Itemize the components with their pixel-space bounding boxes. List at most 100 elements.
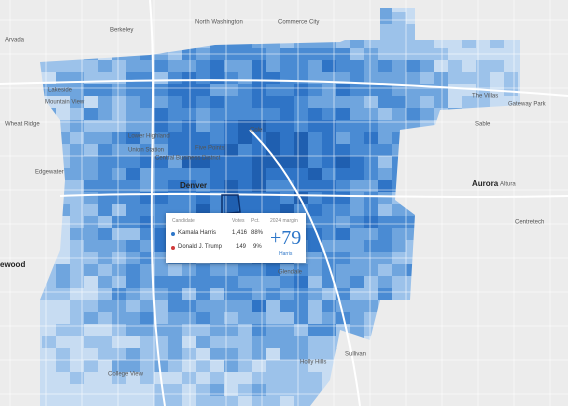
precinct xyxy=(168,372,182,384)
precinct xyxy=(0,12,14,24)
precinct xyxy=(294,8,308,12)
precinct xyxy=(40,228,42,240)
precinct xyxy=(322,288,336,300)
precinct xyxy=(392,300,406,312)
precinct xyxy=(84,288,98,300)
precinct xyxy=(504,360,518,372)
precinct xyxy=(252,276,266,288)
selected-precinct[interactable] xyxy=(221,194,241,215)
precinct xyxy=(40,96,42,108)
precinct xyxy=(196,168,210,180)
precinct xyxy=(448,12,462,24)
precinct xyxy=(336,180,350,192)
precinct xyxy=(238,180,252,192)
precinct xyxy=(182,300,196,312)
precinct xyxy=(126,300,140,312)
precinct xyxy=(126,156,140,168)
precinct xyxy=(112,396,126,406)
precinct xyxy=(434,396,448,406)
precinct xyxy=(546,60,560,72)
precinct xyxy=(210,144,224,156)
precinct xyxy=(182,12,196,24)
precinct xyxy=(84,348,98,360)
precinct xyxy=(266,384,280,396)
precinct xyxy=(392,120,406,132)
precinct xyxy=(182,396,196,406)
place-label: Sable xyxy=(475,122,491,128)
precinct xyxy=(406,72,420,84)
precinct xyxy=(56,348,70,360)
precinct xyxy=(140,228,154,240)
precinct xyxy=(560,108,568,120)
precinct xyxy=(70,108,84,120)
precinct xyxy=(182,288,196,300)
precinct xyxy=(504,264,518,276)
precinct xyxy=(42,24,56,36)
precinct xyxy=(252,96,266,108)
precinct xyxy=(126,168,140,180)
precinct xyxy=(210,8,224,12)
precinct xyxy=(336,372,350,384)
precinct xyxy=(238,396,252,406)
precinct xyxy=(504,228,518,240)
precinct xyxy=(406,12,420,24)
precinct xyxy=(224,168,238,180)
precinct xyxy=(350,72,364,84)
precinct xyxy=(462,372,476,384)
precinct xyxy=(420,132,434,144)
precinct xyxy=(252,72,266,84)
precinct xyxy=(42,108,56,120)
precinct xyxy=(308,372,322,384)
precinct xyxy=(560,144,568,156)
precinct xyxy=(490,144,504,156)
precinct xyxy=(350,12,364,24)
precinct xyxy=(434,336,448,348)
precinct xyxy=(532,156,546,168)
precinct xyxy=(42,60,56,72)
precinct xyxy=(434,8,448,12)
precinct xyxy=(140,8,154,12)
precinct xyxy=(518,276,520,288)
precinct xyxy=(56,228,70,240)
precinct xyxy=(420,72,434,84)
precinct xyxy=(42,216,56,228)
precinct xyxy=(546,156,560,168)
precinct xyxy=(252,144,266,156)
precinct xyxy=(336,60,350,72)
precinct xyxy=(98,180,112,192)
precinct xyxy=(14,360,28,372)
precinct xyxy=(0,204,14,216)
precinct xyxy=(70,120,84,132)
precinct xyxy=(378,180,392,192)
precinct xyxy=(140,396,154,406)
precinct xyxy=(140,300,154,312)
precinct xyxy=(0,240,14,252)
precinct xyxy=(560,276,568,288)
precinct xyxy=(364,8,378,12)
precinct xyxy=(448,372,462,384)
precinct xyxy=(168,264,182,276)
precinct xyxy=(0,312,14,324)
precinct xyxy=(294,36,308,48)
precinct xyxy=(154,84,168,96)
precinct xyxy=(504,372,518,384)
precinct xyxy=(168,72,182,84)
precinct xyxy=(294,84,308,96)
precinct xyxy=(14,240,28,252)
precinct xyxy=(546,276,560,288)
place-label: Berkeley xyxy=(110,28,133,34)
precinct xyxy=(14,108,28,120)
precinct xyxy=(84,120,98,132)
precinct xyxy=(378,216,392,228)
precinct xyxy=(14,396,28,406)
precinct xyxy=(336,168,350,180)
precinct xyxy=(168,156,182,168)
precinct xyxy=(70,348,84,360)
precinct xyxy=(532,372,546,384)
precinct xyxy=(364,264,378,276)
precinct xyxy=(182,264,196,276)
precinct xyxy=(294,156,308,168)
precinct xyxy=(154,120,168,132)
precinct xyxy=(434,348,448,360)
precinct xyxy=(392,8,406,12)
